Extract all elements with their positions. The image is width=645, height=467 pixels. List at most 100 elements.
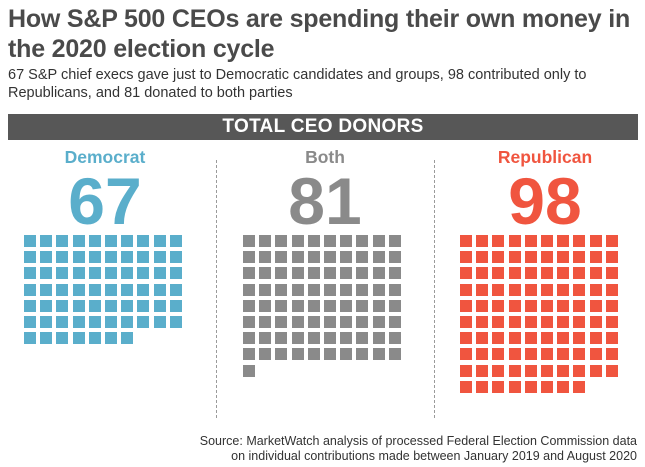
democrat-cell: [105, 283, 117, 296]
both-cell: [340, 316, 353, 328]
democrat-cell: [24, 235, 36, 247]
both-cell: [388, 235, 401, 247]
both-count: 81: [288, 164, 362, 238]
republican-cell: [524, 348, 537, 361]
democrat-label: Democrat: [64, 147, 146, 167]
democrat-cell: [24, 299, 36, 312]
both-cell: [372, 283, 385, 296]
republican-cell: [524, 299, 537, 312]
democrat-cell: [169, 299, 182, 312]
republican-cell: [476, 283, 489, 296]
democrat-cell: [24, 283, 36, 296]
republican-cell: [605, 364, 618, 377]
both-cell: [324, 251, 336, 264]
both-cell: [259, 348, 272, 361]
republican-label: Republican: [497, 147, 593, 167]
both-cell: [356, 235, 369, 247]
republican-cell: [589, 364, 602, 377]
republican-cell: [492, 283, 505, 296]
both-cell: [388, 316, 401, 328]
democrat-cell: [169, 251, 182, 264]
both-cell: [340, 267, 353, 280]
democrat-cell: [105, 299, 117, 312]
democrat-cell: [72, 299, 85, 312]
both-cell: [275, 251, 288, 264]
republican-cell: [557, 299, 570, 312]
democrat-cell: [56, 267, 69, 280]
democrat-cell: [56, 332, 69, 345]
both-cell: [356, 316, 369, 328]
democrat-cell: [169, 283, 182, 296]
republican-count: 98: [508, 164, 582, 238]
both-cell: [356, 251, 369, 264]
republican-cell: [589, 267, 602, 280]
republican-cell: [508, 348, 521, 361]
republican-cell: [557, 348, 570, 361]
both-cell: [324, 267, 336, 280]
democrat-cell: [137, 299, 150, 312]
democrat-cell: [72, 251, 85, 264]
democrat-cell: [40, 267, 53, 280]
both-cell: [243, 348, 255, 361]
both-cell: [340, 299, 353, 312]
democrat-cell: [40, 299, 53, 312]
democrat-cell: [56, 251, 69, 264]
republican-cell: [492, 332, 505, 345]
democrat-cell: [153, 267, 166, 280]
democrat-cell: [24, 267, 36, 280]
republican-cell: [508, 267, 521, 280]
both-cell: [372, 235, 385, 247]
both-cell: [356, 283, 369, 296]
both-cell: [275, 267, 288, 280]
republican-cell: [460, 332, 472, 345]
democrat-cell: [88, 251, 101, 264]
democrat-cell: [56, 235, 69, 247]
republican-cell: [508, 364, 521, 377]
republican-cell: [492, 251, 505, 264]
democrat-cell: [169, 235, 182, 247]
republican-cell: [557, 332, 570, 345]
democrat-cell: [72, 235, 85, 247]
both-cell: [291, 299, 304, 312]
both-cell: [259, 316, 272, 328]
republican-cell: [524, 316, 537, 328]
republican-cell: [508, 283, 521, 296]
both-cell: [275, 332, 288, 345]
republican-cell: [492, 299, 505, 312]
republican-cell: [476, 267, 489, 280]
democrat-cell: [56, 283, 69, 296]
republican-cell: [524, 380, 537, 393]
republican-cell: [573, 251, 586, 264]
both-cell: [372, 332, 385, 345]
democrat-cell: [137, 267, 150, 280]
democrat-cell: [88, 332, 101, 345]
democrat-cell: [40, 251, 53, 264]
republican-cell: [508, 316, 521, 328]
both-cell: [275, 316, 288, 328]
both-cell: [291, 235, 304, 247]
republican-cell: [557, 267, 570, 280]
both-cell: [388, 348, 401, 361]
republican-cell: [476, 316, 489, 328]
both-cell: [259, 267, 272, 280]
democrat-cell: [105, 316, 117, 328]
democrat-cell: [137, 316, 150, 328]
republican-cell: [541, 235, 553, 247]
republican-cell: [524, 235, 537, 247]
republican-cell: [460, 299, 472, 312]
republican-cell: [492, 235, 505, 247]
democrat-cell: [56, 299, 69, 312]
democrat-cell: [40, 316, 53, 328]
democrat-cell: [121, 332, 134, 345]
republican-cell: [524, 364, 537, 377]
both-cell: [291, 348, 304, 361]
democrat-cell: [153, 316, 166, 328]
both-column: Both 81: [225, 146, 425, 234]
both-cell: [307, 235, 320, 247]
democrat-cell: [88, 235, 101, 247]
republican-cell: [573, 299, 586, 312]
republican-cell: [492, 267, 505, 280]
republican-cell: [460, 364, 472, 377]
democrat-cell: [88, 267, 101, 280]
republican-cell: [605, 348, 618, 361]
